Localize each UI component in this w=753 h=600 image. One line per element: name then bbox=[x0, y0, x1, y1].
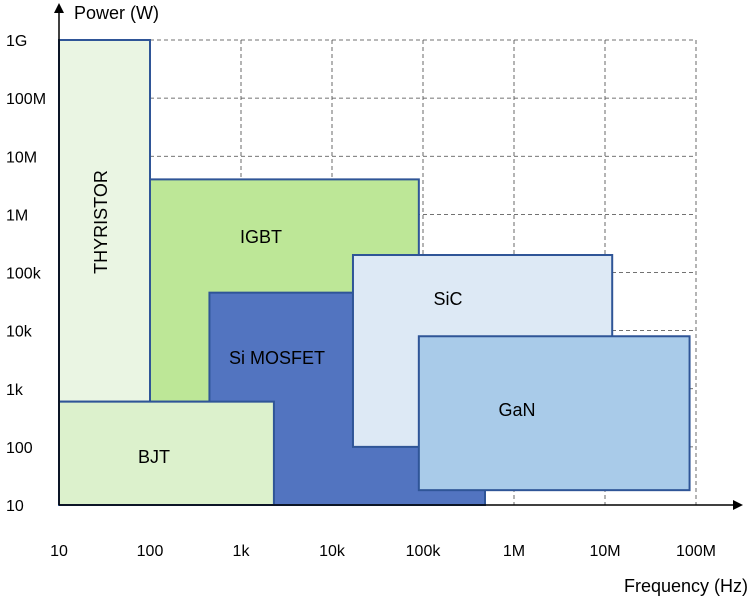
ticks-layer: 10 100 1k 10k 100k 1M 10M 100M 10 100 1k 10k 100k 1M 1… bbox=[6, 33, 716, 560]
y-tick-label: 1M bbox=[6, 207, 28, 224]
region-label-thyristor: THYRISTOR bbox=[91, 170, 111, 274]
y-tick-label: 1k bbox=[6, 382, 24, 399]
x-tick-label: 100k bbox=[406, 543, 442, 560]
y-tick-label: 100M bbox=[6, 91, 46, 108]
y-tick-label: 10k bbox=[6, 324, 33, 341]
x-tick-label: 10M bbox=[589, 543, 620, 560]
x-tick-label: 100 bbox=[137, 543, 164, 560]
x-tick-label: 1k bbox=[233, 543, 251, 560]
y-tick-label: 1G bbox=[6, 33, 27, 50]
axes-layer bbox=[54, 3, 743, 510]
x-tick-label: 100M bbox=[676, 543, 716, 560]
region-thyristor bbox=[58, 39, 151, 403]
regions-layer: THYRISTOR IGBT Si MOSFET BJT SiC GaN bbox=[58, 39, 691, 506]
x-axis-arrow bbox=[733, 500, 743, 510]
y-tick-label: 10 bbox=[6, 498, 24, 515]
y-tick-label: 100 bbox=[6, 440, 33, 457]
region-label-gan: GaN bbox=[498, 400, 535, 420]
region-label-igbt: IGBT bbox=[240, 227, 282, 247]
x-tick-label: 10 bbox=[50, 543, 68, 560]
x-tick-label: 10k bbox=[319, 543, 346, 560]
x-axis-title: Frequency (Hz) bbox=[624, 576, 748, 596]
region-label-bjt: BJT bbox=[138, 447, 170, 467]
y-axis-title: Power (W) bbox=[74, 3, 159, 23]
region-label-si-mosfet: Si MOSFET bbox=[229, 348, 325, 368]
y-tick-label: 100k bbox=[6, 266, 42, 283]
y-axis-arrow bbox=[54, 3, 64, 13]
region-label-sic: SiC bbox=[433, 289, 462, 309]
region-bjt bbox=[58, 400, 275, 506]
y-tick-label: 10M bbox=[6, 149, 37, 166]
region-gan bbox=[417, 335, 691, 492]
x-tick-label: 1M bbox=[503, 543, 525, 560]
